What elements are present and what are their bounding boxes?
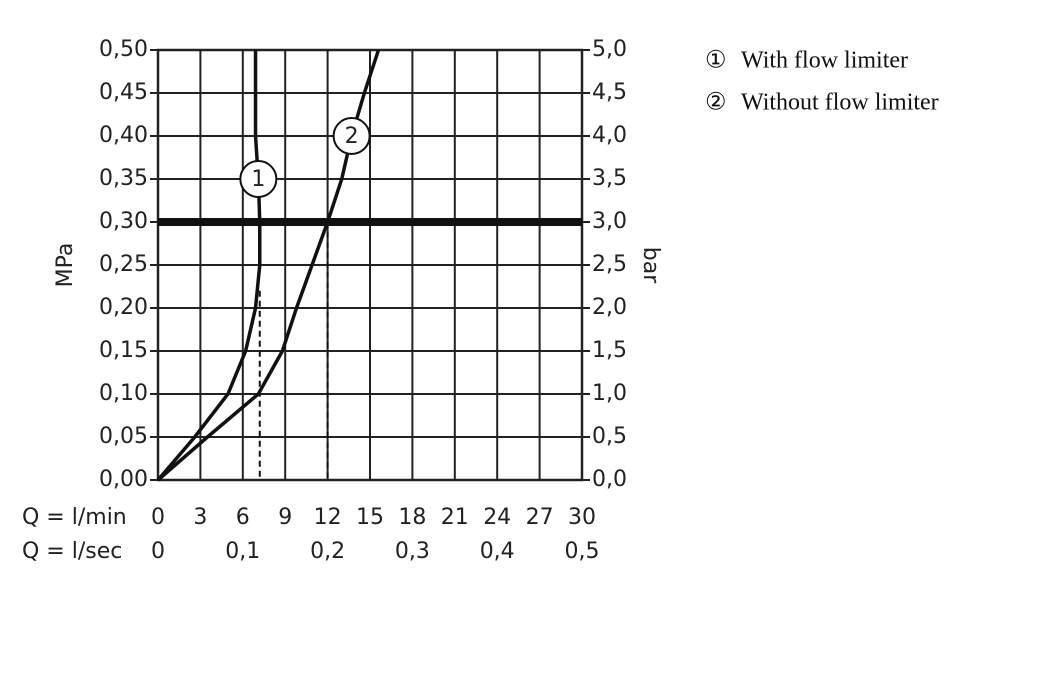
y2-tick-label: 4,5	[592, 80, 627, 105]
x-tick-label: 15	[356, 505, 384, 530]
x2-tick-label: 0,1	[225, 539, 260, 564]
y-axis-label: MPa	[53, 243, 78, 288]
y-tick-label: 0,25	[99, 252, 148, 277]
x2-tick-label: 0,4	[480, 539, 515, 564]
plot-frame	[156, 48, 584, 482]
y-tick-label: 0,00	[99, 467, 148, 492]
y2-tick-label: 5,0	[592, 37, 627, 62]
x-tick-label: 0	[151, 505, 165, 530]
y-tick-label: 0,15	[99, 338, 148, 363]
y2-tick-label: 2,0	[592, 295, 627, 320]
curve-marker-label: 2	[345, 124, 359, 149]
y2-tick-label: 2,5	[592, 252, 627, 277]
y-tick-label: 0,35	[99, 166, 148, 191]
y-tick-label: 0,50	[99, 37, 148, 62]
y2-tick-label: 1,0	[592, 381, 627, 406]
x-tick-label: 30	[568, 505, 596, 530]
x2-tick-label: 0,5	[565, 539, 600, 564]
y2-tick-label: 3,0	[592, 209, 627, 234]
x-tick-label: 27	[526, 505, 554, 530]
curve-marker-label: 1	[251, 167, 265, 192]
y2-tick-label: 4,0	[592, 123, 627, 148]
x-tick-label: 12	[314, 505, 342, 530]
y-tick-label: 0,45	[99, 80, 148, 105]
y-tick-label: 0,05	[99, 424, 148, 449]
x-axis-label: Q = l/min	[22, 505, 127, 530]
y-tick-label: 0,30	[99, 209, 148, 234]
legend-symbol: ①	[705, 48, 727, 74]
series-line	[156, 50, 262, 482]
x-tick-label: 6	[236, 505, 250, 530]
x2-axis-label: Q = l/sec	[22, 539, 122, 564]
y-tick-label: 0,20	[99, 295, 148, 320]
x2-tick-label: 0,2	[310, 539, 345, 564]
y2-axis-label: bar	[638, 247, 663, 284]
x-tick-label: 3	[193, 505, 207, 530]
legend-symbol: ②	[705, 90, 727, 116]
y2-tick-label: 1,5	[592, 338, 627, 363]
legend-label: Without flow limiter	[741, 90, 939, 116]
x-tick-label: 21	[441, 505, 469, 530]
x-tick-label: 18	[398, 505, 426, 530]
x2-tick-label: 0,3	[395, 539, 430, 564]
y2-tick-label: 3,5	[592, 166, 627, 191]
y2-tick-label: 0,5	[592, 424, 627, 449]
x-tick-label: 9	[278, 505, 292, 530]
legend-label: With flow limiter	[741, 48, 908, 74]
x2-tick-label: 0	[151, 539, 165, 564]
curve-marker	[332, 117, 371, 155]
y-tick-label: 0,40	[99, 123, 148, 148]
curve-marker	[239, 160, 278, 198]
x-tick-label: 24	[483, 505, 511, 530]
y-tick-label: 0,10	[99, 381, 148, 406]
y2-tick-label: 0,0	[592, 467, 627, 492]
